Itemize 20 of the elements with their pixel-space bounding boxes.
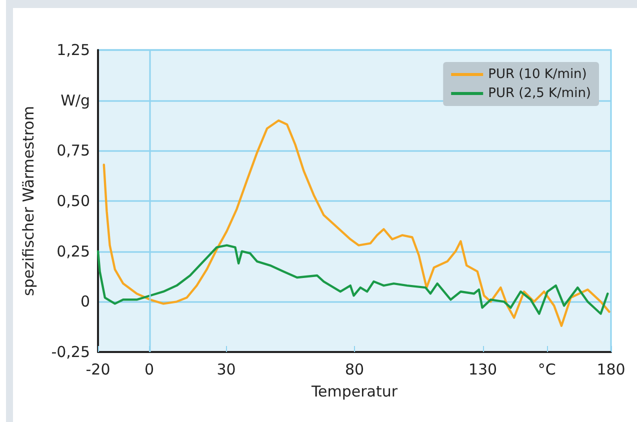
legend-label: PUR (2,5 K/min) — [488, 86, 591, 101]
line-series — [96, 244, 609, 315]
x-axis-title: Temperatur — [310, 382, 398, 400]
y-tick-label: 0,75 — [56, 142, 90, 160]
legend-label: PUR (10 K/min) — [488, 67, 587, 82]
x-tick-label: °C — [538, 360, 556, 378]
x-tick-label: -20 — [86, 360, 110, 378]
x-tick-label: 180 — [596, 360, 626, 378]
y-tick-label: 1,25 — [56, 41, 90, 59]
y-tick-label: W/g — [60, 91, 90, 110]
y-tick-label: 0,25 — [56, 242, 90, 260]
y-tick-label: -0,25 — [51, 343, 90, 361]
y-axis-title: spezifischer Wärmestrom — [20, 106, 38, 296]
y-tick-label: 0,50 — [56, 192, 90, 210]
line-series — [102, 119, 610, 327]
x-tick-label: 80 — [344, 360, 364, 378]
x-tick-label: 30 — [216, 360, 236, 378]
y-tick-label: 0 — [80, 292, 90, 311]
x-tick-label: 0 — [144, 360, 154, 378]
x-tick-label: 130 — [468, 360, 498, 378]
